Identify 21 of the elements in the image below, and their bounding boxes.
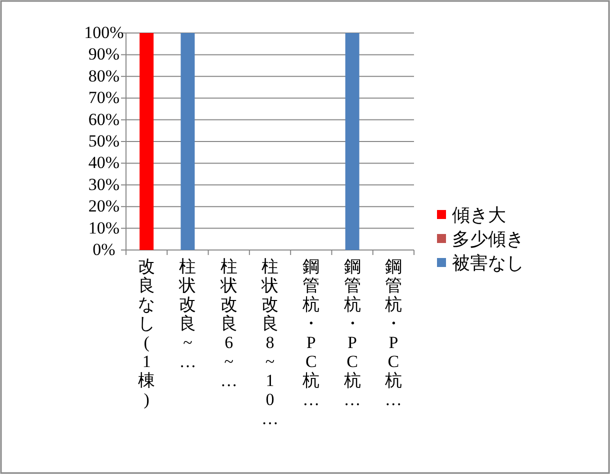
- category-label: 柱状改良8~10…: [262, 257, 278, 428]
- y-tick-label: 20%: [88, 196, 120, 216]
- legend-label: 被害なし: [452, 253, 524, 273]
- y-tick-label: 70%: [88, 88, 120, 108]
- y-tick-label: 60%: [88, 110, 120, 129]
- y-tick-label: 50%: [88, 132, 120, 150]
- y-tick-label: 80%: [88, 66, 120, 86]
- y-tick-label: 40%: [88, 153, 120, 172]
- legend-label: 多少傾き: [452, 229, 524, 249]
- x-tick-label: 柱状改良6~…: [219, 257, 238, 390]
- x-tick-label: 鋼管杭・PC杭…: [302, 257, 320, 409]
- y-tick-label: 90%: [88, 44, 120, 64]
- y-tick-label: 0%: [92, 240, 116, 259]
- x-tick-label: 改良なし(1棟): [138, 257, 156, 409]
- y-tick-label: 100%: [84, 23, 124, 42]
- x-tick-label: 鋼管杭・PC杭…: [384, 257, 402, 409]
- y-tick-label: 10%: [88, 218, 120, 238]
- y-tick-label: 30%: [88, 174, 120, 194]
- x-tick-label: 鋼管杭・PC杭…: [342, 257, 361, 409]
- legend-label: 傾き大: [452, 205, 506, 225]
- x-tick-label: 柱状改良~…: [178, 257, 196, 371]
